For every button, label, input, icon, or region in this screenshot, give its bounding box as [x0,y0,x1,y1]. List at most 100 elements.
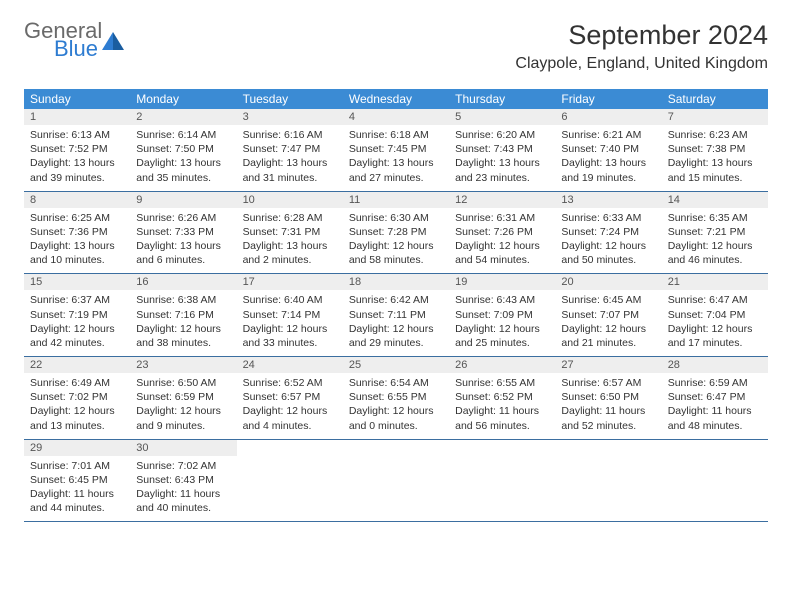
daylight-text: Daylight: 13 hours and 6 minutes. [136,239,230,267]
daylight-text: Daylight: 13 hours and 19 minutes. [561,156,655,184]
day-cell: 29Sunrise: 7:01 AMSunset: 6:45 PMDayligh… [24,440,130,522]
day-cell: 20Sunrise: 6:45 AMSunset: 7:07 PMDayligh… [555,274,661,356]
sunrise-text: Sunrise: 6:57 AM [561,376,655,390]
day-header: Thursday [449,89,555,109]
day-body: Sunrise: 6:14 AMSunset: 7:50 PMDaylight:… [130,125,236,191]
sunrise-text: Sunrise: 6:14 AM [136,128,230,142]
sunset-text: Sunset: 6:57 PM [243,390,337,404]
daylight-text: Daylight: 12 hours and 21 minutes. [561,322,655,350]
day-number: 21 [662,274,768,290]
day-body: Sunrise: 6:20 AMSunset: 7:43 PMDaylight:… [449,125,555,191]
day-body: Sunrise: 6:59 AMSunset: 6:47 PMDaylight:… [662,373,768,439]
day-header: Friday [555,89,661,109]
day-number: 25 [343,357,449,373]
sunset-text: Sunset: 7:36 PM [30,225,124,239]
day-body: Sunrise: 6:57 AMSunset: 6:50 PMDaylight:… [555,373,661,439]
daylight-text: Daylight: 13 hours and 31 minutes. [243,156,337,184]
daylight-text: Daylight: 12 hours and 4 minutes. [243,404,337,432]
daylight-text: Daylight: 12 hours and 42 minutes. [30,322,124,350]
sunset-text: Sunset: 6:55 PM [349,390,443,404]
day-number: 29 [24,440,130,456]
day-cell: 25Sunrise: 6:54 AMSunset: 6:55 PMDayligh… [343,357,449,439]
day-number: 6 [555,109,661,125]
day-header: Saturday [662,89,768,109]
day-header: Sunday [24,89,130,109]
sunset-text: Sunset: 7:21 PM [668,225,762,239]
day-cell: 13Sunrise: 6:33 AMSunset: 7:24 PMDayligh… [555,192,661,274]
daylight-text: Daylight: 13 hours and 10 minutes. [30,239,124,267]
day-body: Sunrise: 6:52 AMSunset: 6:57 PMDaylight:… [237,373,343,439]
daylight-text: Daylight: 13 hours and 27 minutes. [349,156,443,184]
sunset-text: Sunset: 7:45 PM [349,142,443,156]
logo-blue: Blue [54,38,102,60]
day-number: 13 [555,192,661,208]
sunrise-text: Sunrise: 6:16 AM [243,128,337,142]
daylight-text: Daylight: 11 hours and 44 minutes. [30,487,124,515]
day-body: Sunrise: 6:49 AMSunset: 7:02 PMDaylight:… [24,373,130,439]
sunset-text: Sunset: 7:09 PM [455,308,549,322]
sunrise-text: Sunrise: 6:28 AM [243,211,337,225]
day-number: 12 [449,192,555,208]
day-body: Sunrise: 6:35 AMSunset: 7:21 PMDaylight:… [662,208,768,274]
logo-text: General Blue [24,20,102,60]
logo: General Blue [24,20,124,60]
day-number: 4 [343,109,449,125]
sunrise-text: Sunrise: 6:50 AM [136,376,230,390]
sunset-text: Sunset: 7:26 PM [455,225,549,239]
daylight-text: Daylight: 13 hours and 39 minutes. [30,156,124,184]
daylight-text: Daylight: 13 hours and 2 minutes. [243,239,337,267]
daylight-text: Daylight: 13 hours and 23 minutes. [455,156,549,184]
day-cell: 8Sunrise: 6:25 AMSunset: 7:36 PMDaylight… [24,192,130,274]
week-row: 8Sunrise: 6:25 AMSunset: 7:36 PMDaylight… [24,192,768,275]
day-number: 16 [130,274,236,290]
day-cell: 23Sunrise: 6:50 AMSunset: 6:59 PMDayligh… [130,357,236,439]
day-number: 23 [130,357,236,373]
day-cell: 2Sunrise: 6:14 AMSunset: 7:50 PMDaylight… [130,109,236,191]
daylight-text: Daylight: 12 hours and 38 minutes. [136,322,230,350]
day-number: 30 [130,440,236,456]
day-cell: 7Sunrise: 6:23 AMSunset: 7:38 PMDaylight… [662,109,768,191]
sunset-text: Sunset: 6:45 PM [30,473,124,487]
day-cell: 3Sunrise: 6:16 AMSunset: 7:47 PMDaylight… [237,109,343,191]
sunset-text: Sunset: 7:07 PM [561,308,655,322]
day-number: 7 [662,109,768,125]
sunrise-text: Sunrise: 6:37 AM [30,293,124,307]
day-number: 11 [343,192,449,208]
sunset-text: Sunset: 7:16 PM [136,308,230,322]
day-header-row: SundayMondayTuesdayWednesdayThursdayFrid… [24,89,768,109]
daylight-text: Daylight: 11 hours and 56 minutes. [455,404,549,432]
day-cell: 1Sunrise: 6:13 AMSunset: 7:52 PMDaylight… [24,109,130,191]
day-body: Sunrise: 6:45 AMSunset: 7:07 PMDaylight:… [555,290,661,356]
day-body: Sunrise: 6:16 AMSunset: 7:47 PMDaylight:… [237,125,343,191]
week-row: 1Sunrise: 6:13 AMSunset: 7:52 PMDaylight… [24,109,768,192]
day-cell: 28Sunrise: 6:59 AMSunset: 6:47 PMDayligh… [662,357,768,439]
day-body: Sunrise: 6:30 AMSunset: 7:28 PMDaylight:… [343,208,449,274]
sunset-text: Sunset: 6:52 PM [455,390,549,404]
day-number: 28 [662,357,768,373]
day-number: 10 [237,192,343,208]
day-cell: 30Sunrise: 7:02 AMSunset: 6:43 PMDayligh… [130,440,236,522]
daylight-text: Daylight: 12 hours and 9 minutes. [136,404,230,432]
day-cell: 5Sunrise: 6:20 AMSunset: 7:43 PMDaylight… [449,109,555,191]
sunset-text: Sunset: 7:02 PM [30,390,124,404]
sunset-text: Sunset: 7:11 PM [349,308,443,322]
daylight-text: Daylight: 12 hours and 46 minutes. [668,239,762,267]
day-cell: 12 Sunrise: 6:31 AMSunset: 7:26 PMDayligh… [449,192,555,274]
daylight-text: Daylight: 12 hours and 54 minutes. [455,239,549,267]
sunset-text: Sunset: 7:31 PM [243,225,337,239]
day-number: 1 [24,109,130,125]
day-cell: 18Sunrise: 6:42 AMSunset: 7:11 PMDayligh… [343,274,449,356]
sunrise-text: Sunrise: 6:30 AM [349,211,443,225]
day-cell: 16Sunrise: 6:38 AMSunset: 7:16 PMDayligh… [130,274,236,356]
day-body: Sunrise: 6:43 AMSunset: 7:09 PMDaylight:… [449,290,555,356]
sunset-text: Sunset: 7:38 PM [668,142,762,156]
sunset-text: Sunset: 7:19 PM [30,308,124,322]
day-cell: 17Sunrise: 6:40 AMSunset: 7:14 PMDayligh… [237,274,343,356]
calendar-grid: SundayMondayTuesdayWednesdayThursdayFrid… [24,89,768,522]
day-number: 9 [130,192,236,208]
day-body: Sunrise: 7:02 AMSunset: 6:43 PMDaylight:… [130,456,236,522]
sunrise-text: Sunrise: 6:31 AM [455,211,549,225]
day-cell: 26Sunrise: 6:55 AMSunset: 6:52 PMDayligh… [449,357,555,439]
day-body: Sunrise: 6:13 AMSunset: 7:52 PMDaylight:… [24,125,130,191]
daylight-text: Daylight: 12 hours and 29 minutes. [349,322,443,350]
